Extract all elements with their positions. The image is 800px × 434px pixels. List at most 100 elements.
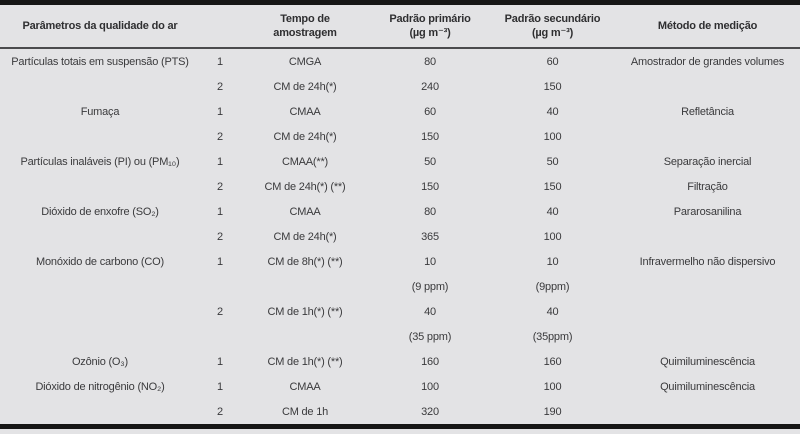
primary-standard-cell: 80: [424, 205, 436, 218]
seq-cell: 1: [217, 205, 223, 218]
header-label: Tempo de: [280, 12, 330, 25]
method-cell: Refletância: [681, 105, 734, 118]
seq-cell: [200, 324, 240, 349]
table-row: Partículas inaláveis (PI) ou (PM₁₀) 1 CM…: [0, 149, 800, 174]
primary-standard-cell: 320: [421, 405, 439, 418]
table-row: 2 CM de 1h(*) (**) 40 40: [0, 299, 800, 324]
seq-cell: 2: [217, 180, 223, 193]
col-header-seq: [200, 5, 240, 48]
secondary-standard-cell: 100: [543, 130, 562, 143]
param-cell: Dióxido de enxofre (SO₂): [41, 205, 159, 218]
col-header-secondary-standard: Padrão secundário (µg m⁻³): [490, 5, 615, 48]
param-cell: Dióxido de nitrogênio (NO₂): [35, 380, 165, 393]
sampling-cell: [240, 324, 370, 349]
table-row: (9 ppm) (9ppm): [0, 274, 800, 299]
method-cell: [615, 324, 800, 349]
table-row: Dióxido de enxofre (SO₂) 1 CMAA 80 40 Pa…: [0, 199, 800, 224]
method-cell: [615, 124, 800, 149]
sampling-cell: CMAA: [289, 105, 321, 118]
table-row: 2 CM de 24h(*) (**) 150 150 Filtração: [0, 174, 800, 199]
primary-standard-cell: 50: [424, 155, 436, 168]
table-row: 2 CM de 1h 320 190: [0, 399, 800, 424]
secondary-standard-cell: 150: [543, 80, 562, 93]
seq-cell: 2: [217, 305, 223, 318]
table-row: Monóxido de carbono (CO) 1 CM de 8h(*) (…: [0, 249, 800, 274]
table-row: Fumaça 1 CMAA 60 40 Refletância: [0, 99, 800, 124]
param-cell: [0, 399, 200, 424]
param-cell: Partículas totais em suspensão (PTS): [11, 55, 189, 68]
sampling-cell: [240, 274, 370, 299]
secondary-standard-cell: 40: [546, 305, 559, 318]
sampling-cell: CMGA: [288, 55, 322, 68]
secondary-standard-cell: 40: [546, 205, 559, 218]
air-quality-standards-table: Parâmetros da qualidade do ar Tempo de a…: [0, 5, 800, 424]
header-label: Padrão primário: [389, 12, 471, 25]
primary-standard-cell: 40: [424, 305, 436, 318]
method-cell: Filtração: [687, 180, 728, 193]
method-cell: [615, 274, 800, 299]
method-cell: Quimiluminescência: [660, 355, 755, 368]
primary-standard-cell: 100: [421, 380, 439, 393]
secondary-standard-cell: (9ppm): [535, 280, 570, 293]
seq-cell: 1: [217, 380, 223, 393]
sampling-cell: CM de 1h(*) (**): [267, 305, 343, 318]
col-header-primary-standard: Padrão primário (µg m⁻³): [370, 5, 490, 48]
header-label: Padrão secundário: [504, 12, 601, 25]
param-cell: [0, 224, 200, 249]
method-cell: Infravermelho não dispersivo: [639, 255, 776, 268]
method-cell: Quimiluminescência: [660, 380, 755, 393]
primary-standard-cell: 160: [421, 355, 439, 368]
primary-standard-cell: 150: [421, 130, 439, 143]
primary-standard-cell: (35 ppm): [408, 330, 452, 343]
sampling-cell: CM de 1h: [281, 405, 329, 418]
seq-cell: 2: [217, 130, 223, 143]
method-cell: [615, 399, 800, 424]
seq-cell: 2: [217, 405, 223, 418]
secondary-standard-cell: 100: [543, 380, 562, 393]
sampling-cell: CM de 8h(*) (**): [267, 255, 343, 268]
header-label: Parâmetros da qualidade do ar: [22, 19, 178, 32]
header-unit: (µg m⁻³): [409, 27, 451, 39]
sampling-cell: CMAA: [289, 380, 321, 393]
header-unit: (µg m⁻³): [531, 27, 574, 39]
param-cell: [0, 124, 200, 149]
param-cell: Ozônio (O₃): [71, 355, 129, 368]
param-cell: Fumaça: [80, 105, 120, 118]
sampling-cell: CMAA(**): [281, 155, 329, 168]
secondary-standard-cell: (35ppm): [532, 330, 573, 343]
sampling-cell: CM de 24h(*): [273, 130, 337, 143]
secondary-standard-cell: 150: [543, 180, 562, 193]
primary-standard-cell: 240: [421, 80, 439, 93]
secondary-standard-cell: 100: [543, 230, 562, 243]
table-row: Ozônio (O₃) 1 CM de 1h(*) (**) 160 160 Q…: [0, 349, 800, 374]
method-cell: Separação inercial: [663, 155, 752, 168]
secondary-standard-cell: 190: [543, 405, 562, 418]
secondary-standard-cell: 60: [546, 55, 559, 68]
col-header-sampling-time: Tempo de amostragem: [240, 5, 370, 48]
table-row: 2 CM de 24h(*) 365 100: [0, 224, 800, 249]
table-row: 2 CM de 24h(*) 150 100: [0, 124, 800, 149]
seq-cell: 2: [217, 230, 223, 243]
seq-cell: [200, 274, 240, 299]
table-row: 2 CM de 24h(*) 240 150: [0, 74, 800, 99]
header-row: Parâmetros da qualidade do ar Tempo de a…: [0, 5, 800, 48]
secondary-standard-cell: 50: [546, 155, 559, 168]
table-row: Dióxido de nitrogênio (NO₂) 1 CMAA 100 1…: [0, 374, 800, 399]
col-header-measurement-method: Método de medição: [615, 5, 800, 48]
method-cell: [615, 74, 800, 99]
sampling-cell: CM de 1h(*) (**): [267, 355, 343, 368]
primary-standard-cell: 10: [424, 255, 436, 268]
secondary-standard-cell: 40: [546, 105, 559, 118]
secondary-standard-cell: 10: [546, 255, 559, 268]
seq-cell: 1: [217, 355, 223, 368]
col-header-parameters: Parâmetros da qualidade do ar: [0, 5, 200, 48]
primary-standard-cell: 80: [424, 55, 436, 68]
header-label: Método de medição: [657, 19, 758, 32]
param-cell: [0, 324, 200, 349]
bottom-rule: [0, 424, 800, 429]
secondary-standard-cell: 160: [543, 355, 562, 368]
seq-cell: 1: [217, 155, 223, 168]
seq-cell: 2: [217, 80, 223, 93]
table-header: Parâmetros da qualidade do ar Tempo de a…: [0, 5, 800, 48]
sampling-cell: CM de 24h(*): [273, 230, 337, 243]
